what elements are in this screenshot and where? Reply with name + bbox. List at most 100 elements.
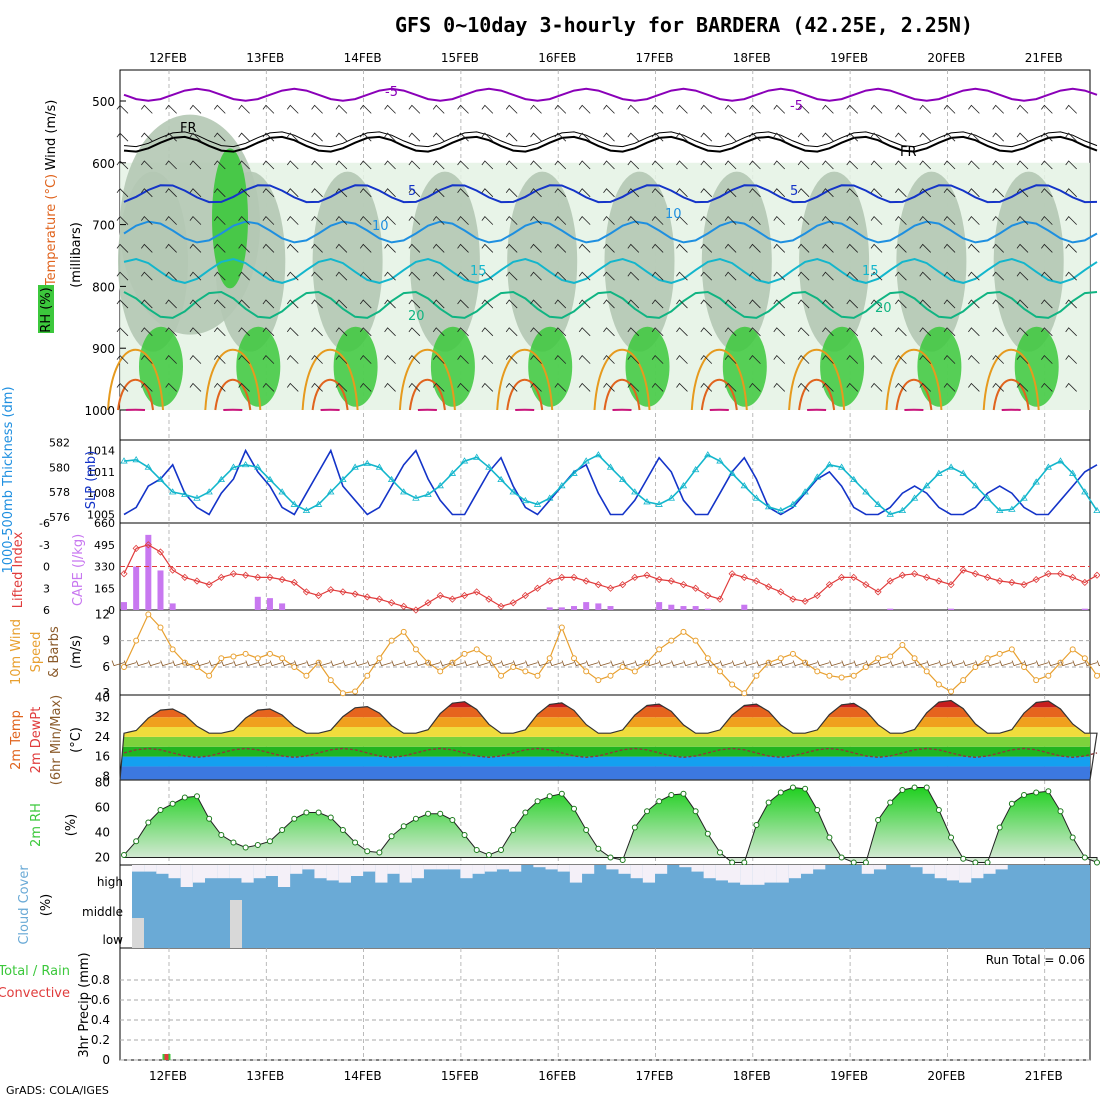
temp-arch-30	[496, 349, 554, 411]
wind-barb	[1041, 132, 1053, 142]
x-tick-bottom: 20FEB	[927, 1069, 965, 1083]
li-marker	[1069, 573, 1077, 581]
wind-barb	[895, 355, 907, 364]
rh-marker	[437, 810, 444, 817]
wind-barb	[1016, 104, 1029, 114]
temp-contour-5	[123, 290, 1098, 319]
temp-arch-30	[885, 349, 943, 411]
rh-blob-mid	[604, 171, 675, 352]
wind-barb	[724, 215, 737, 225]
wind-barb	[749, 160, 761, 170]
wind-barb	[1041, 327, 1053, 337]
wind-barb	[213, 104, 226, 114]
wind-barb	[213, 132, 226, 142]
wind-barb	[213, 355, 226, 364]
wind-barb	[627, 327, 640, 337]
thickness-marker	[667, 494, 676, 501]
wind-barb-10m	[671, 660, 684, 667]
wind-barb	[505, 160, 518, 170]
li-marker	[412, 606, 420, 614]
wind-barb	[651, 355, 664, 364]
wind-barb	[311, 355, 323, 364]
thickness-axis-label: 1000-500mb Thickness (dm)	[1, 386, 16, 573]
rh-marker	[473, 847, 480, 853]
wind10m-label-2: Speed	[29, 632, 44, 673]
cape-bar	[157, 570, 164, 610]
rh-marker	[485, 852, 492, 858]
wind-barb	[651, 215, 664, 225]
wind-tick: 12	[95, 607, 110, 621]
wind-barb	[603, 327, 615, 337]
rh-marker	[1045, 788, 1052, 795]
wind-barb	[335, 132, 348, 142]
thickness-marker	[314, 500, 323, 507]
x-tick-bottom: 13FEB	[246, 1069, 284, 1083]
li-marker	[582, 577, 590, 585]
thickness-marker	[691, 465, 700, 473]
wind-barb	[749, 382, 761, 392]
wind-barb	[797, 299, 810, 309]
wind-barb	[554, 327, 567, 337]
li-marker	[1008, 578, 1016, 587]
wind-barb	[603, 160, 615, 170]
thickness-marker	[923, 482, 931, 489]
wind-barb	[749, 299, 761, 309]
li-marker	[619, 581, 627, 589]
li-marker	[752, 577, 761, 585]
wind-marker	[291, 663, 298, 670]
temp-tick: 8	[102, 769, 110, 783]
wind-barb	[505, 104, 518, 114]
li-marker	[777, 588, 785, 596]
wind-marker	[327, 677, 334, 684]
wind-barb	[311, 271, 323, 281]
panel-frame-precip	[119, 947, 1091, 1061]
li-marker	[789, 595, 797, 603]
rh-marker	[315, 809, 322, 816]
thickness-marker	[120, 457, 128, 464]
wind-barb	[797, 104, 810, 114]
cape-bar	[656, 602, 663, 610]
wind-marker	[510, 663, 517, 670]
wind-barb	[603, 215, 615, 225]
wind-barb	[797, 188, 810, 198]
wind-barb	[141, 355, 153, 364]
rh-blob-mid	[312, 171, 383, 352]
cloud-high-gap	[618, 865, 631, 874]
wind-barb	[895, 104, 907, 114]
wind-barb-10m	[148, 660, 161, 667]
wind-barb-10m	[196, 660, 210, 667]
wind-barb-10m	[902, 660, 915, 667]
precip-axis-label: 3hr Precip (mm)	[77, 952, 92, 1057]
wind-barb-10m	[683, 660, 696, 667]
rh-marker	[887, 799, 894, 806]
wind-barb-10m	[890, 660, 903, 667]
wind-barb	[213, 271, 226, 281]
thickness-marker	[156, 475, 165, 483]
wind-barb	[651, 271, 664, 281]
wind-barb	[286, 382, 299, 392]
rh-marker	[230, 839, 237, 846]
li-tick: 6	[43, 604, 50, 617]
wind-barb-10m	[354, 660, 368, 667]
wind-marker	[461, 650, 468, 657]
wind-barb	[530, 355, 542, 364]
wind-marker	[352, 688, 359, 695]
cloud-high-gap	[654, 865, 668, 874]
wind-marker	[899, 642, 906, 649]
wind-barb	[578, 271, 591, 281]
cape-tick: 330	[94, 561, 115, 574]
wind-barb-10m	[135, 660, 149, 667]
wind-barb-10m	[817, 660, 830, 667]
wind-barb-10m	[452, 660, 465, 667]
wind-barb	[457, 299, 469, 309]
wind-barb	[408, 132, 421, 142]
wind-barb	[822, 104, 834, 114]
wind-barb	[846, 104, 859, 114]
wind-marker	[388, 637, 395, 644]
temp-arch-30	[788, 349, 846, 411]
wind-barb	[627, 271, 640, 281]
rh-marker	[1057, 808, 1064, 815]
thickness-marker	[193, 494, 201, 501]
rh-marker	[777, 789, 784, 796]
thickness-marker	[229, 463, 238, 470]
